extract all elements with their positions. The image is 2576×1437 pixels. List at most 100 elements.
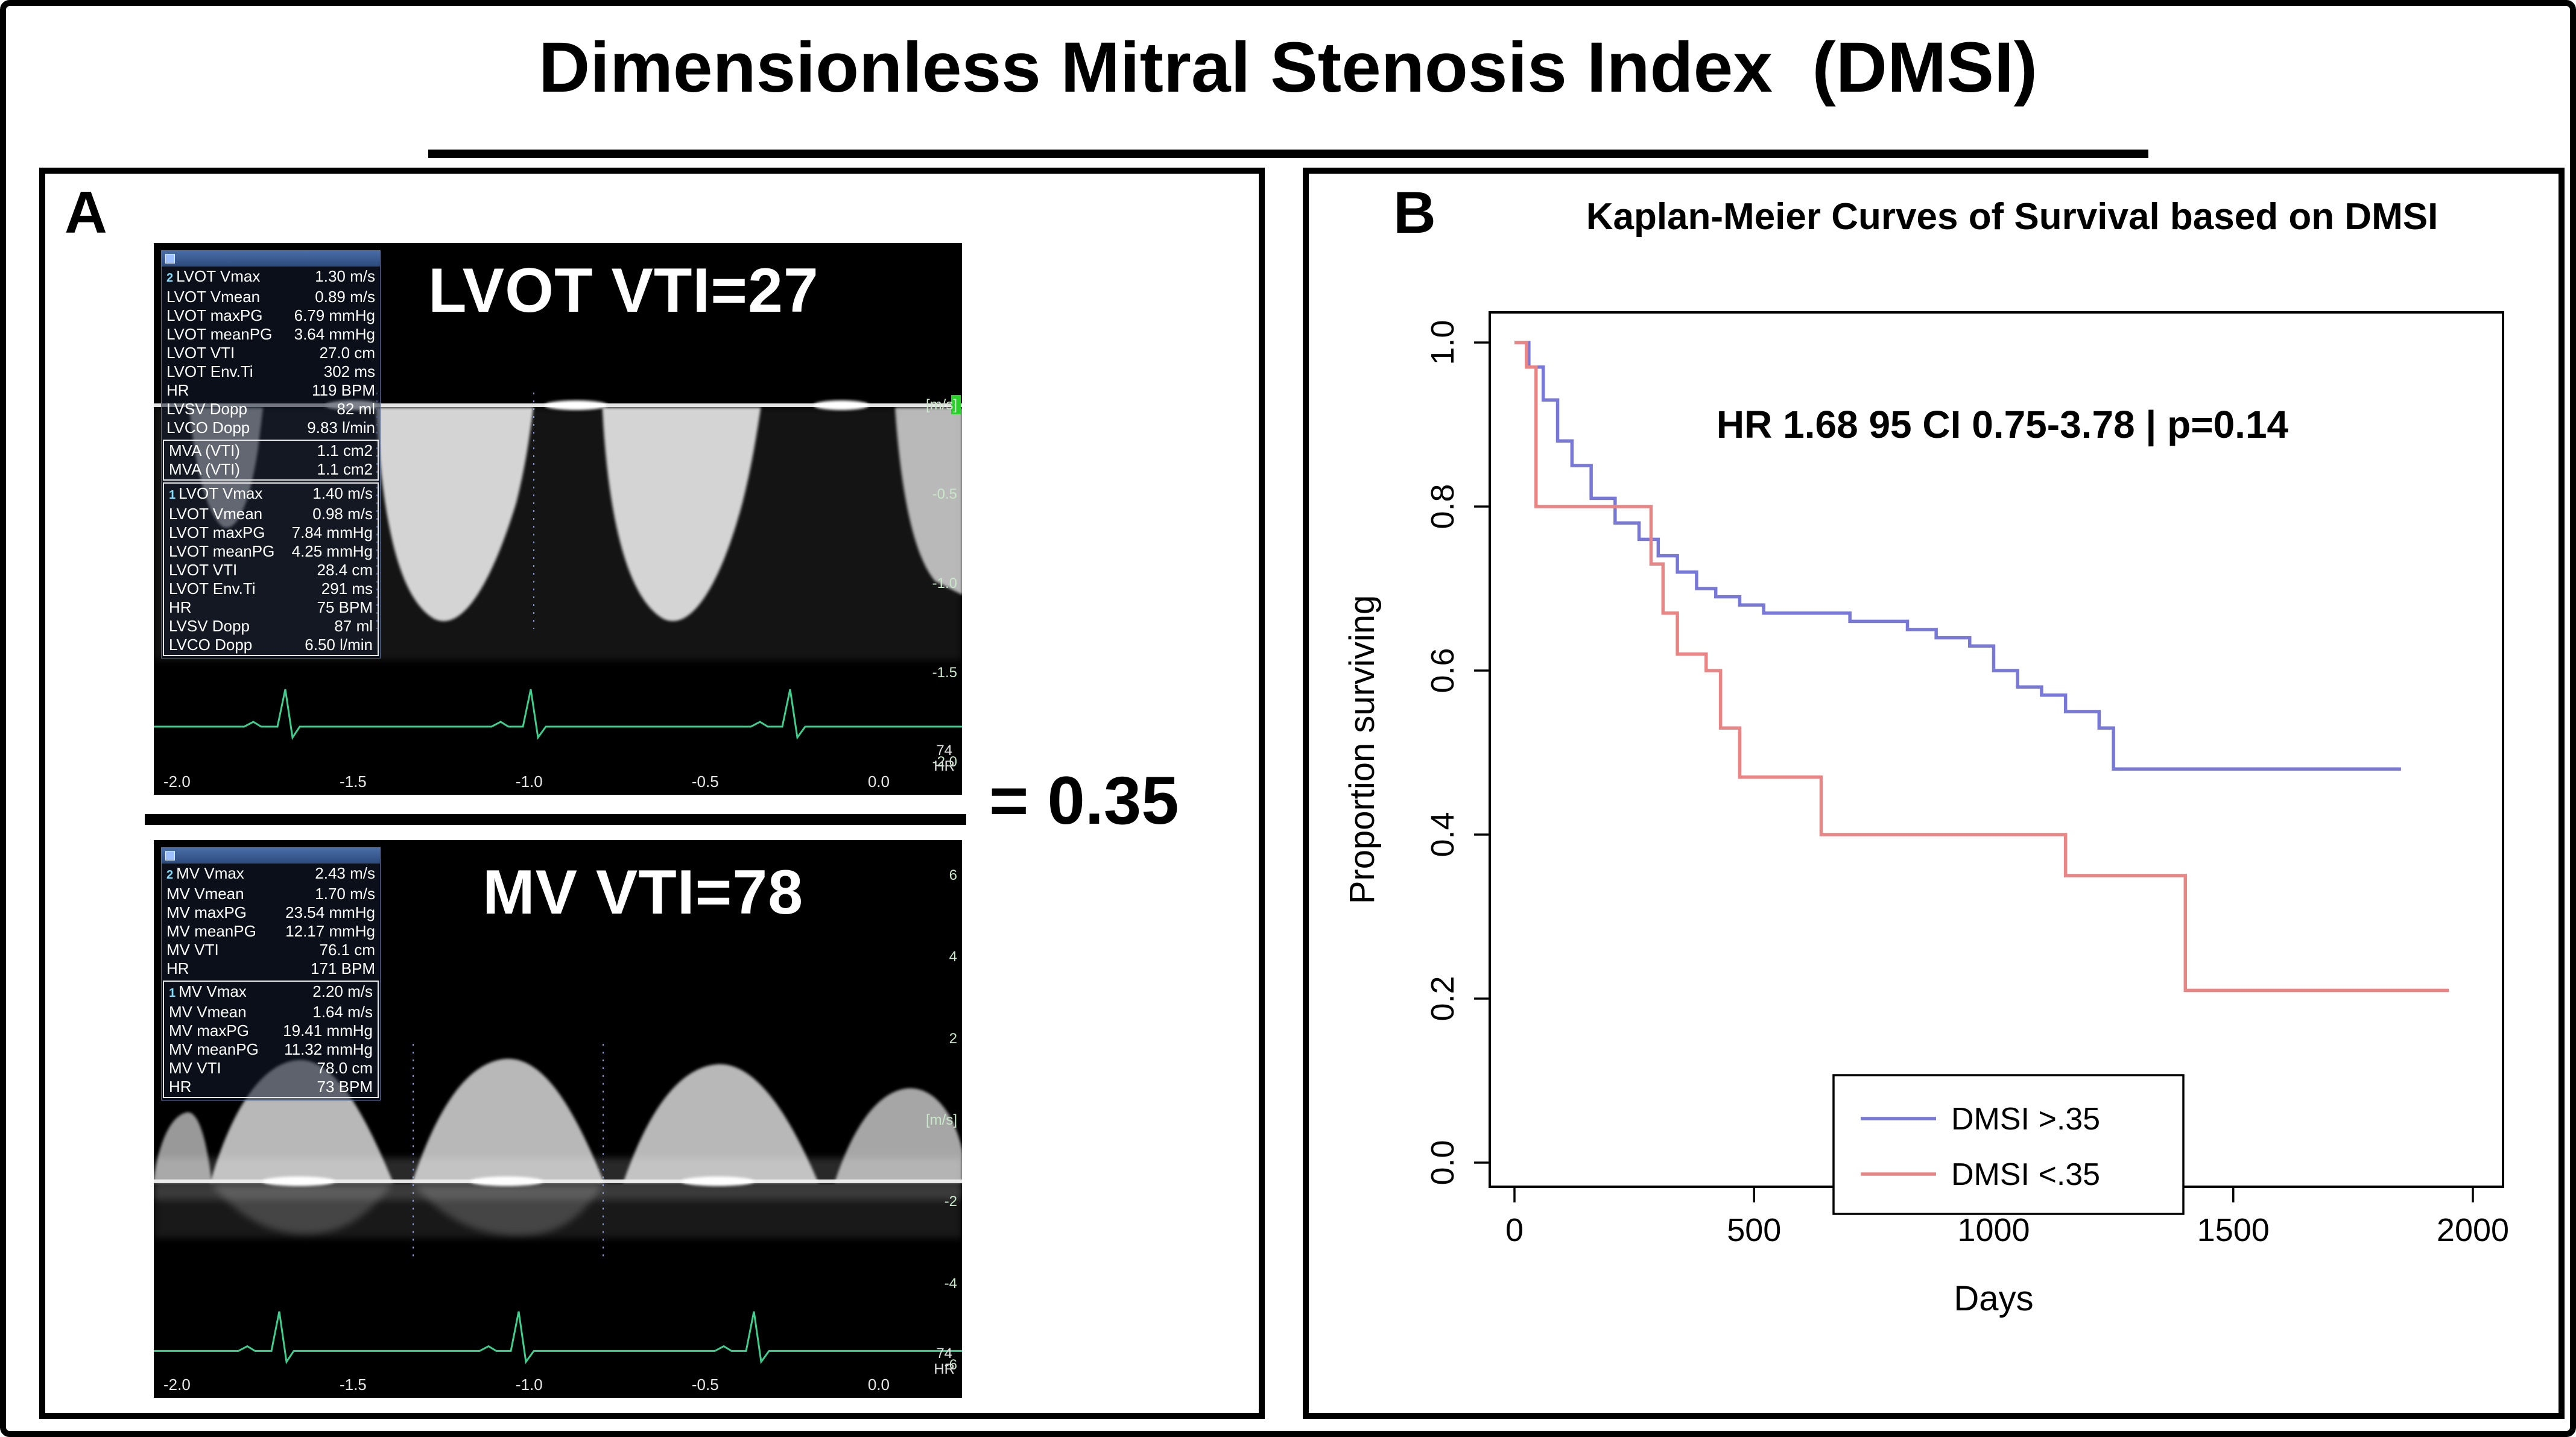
time-axis-tick: 0.0 <box>867 772 890 791</box>
measurement-row: LVCO Dopp 6.50 l/min <box>164 636 378 654</box>
y-tick-label: 0.6 <box>1425 648 1461 693</box>
y-tick-label: 0.2 <box>1425 976 1461 1021</box>
measurement-row: MVA (VTI) 1.1 cm2 <box>164 441 378 460</box>
measurement-value: 6.79 mmHg <box>294 306 375 324</box>
measurement-value: 23.54 mmHg <box>285 903 375 921</box>
measurement-row: LVOT maxPG 7.84 mmHg <box>164 523 378 542</box>
measurement-value: 19.41 mmHg <box>283 1022 373 1040</box>
echo-image-lvot: 2 LVOT Vmax 1.30 m/s LVOT Vmean 0.89 m/s LVOT… <box>154 243 962 795</box>
measurement-value: 11.32 mmHg <box>284 1040 373 1058</box>
panel-a-label: A <box>65 179 107 245</box>
velocity-scale-tick: -4 <box>944 1275 957 1292</box>
measurement-value: 27.0 cm <box>319 344 376 362</box>
table-header-bar <box>162 251 380 267</box>
measurement-row: HR 75 BPM <box>164 598 378 617</box>
time-axis-tick: -2.0 <box>163 772 191 791</box>
measurement-row: MV maxPG 23.54 mmHg <box>162 903 380 922</box>
measurement-value: 1.1 cm2 <box>317 441 373 460</box>
time-axis-tick: -2.0 <box>163 1375 191 1394</box>
figure-title: Dimensionless Mitral Stenosis Index (DMS… <box>538 28 2038 107</box>
measurement-row: LVOT Env.Ti 291 ms <box>164 580 378 598</box>
measurement-label: MV meanPG <box>169 1040 259 1058</box>
measurement-label: 1 MV Vmax <box>169 982 247 1000</box>
measurement-value: 12.17 mmHg <box>285 922 375 940</box>
measurement-label: LVCO Dopp <box>166 418 250 437</box>
measurement-row: HR 119 BPM <box>162 381 380 400</box>
measurement-value: 3.64 mmHg <box>294 325 375 343</box>
x-tick-label: 0 <box>1505 1212 1524 1248</box>
time-axis-tick: -0.5 <box>691 1375 719 1394</box>
table-header-icon <box>165 851 175 861</box>
velocity-scale-tick: [m/s] <box>926 397 957 413</box>
measurement-label: 2 MV Vmax <box>166 864 244 882</box>
measurement-value: 4.25 mmHg <box>291 542 373 560</box>
time-axis-tick: -0.5 <box>691 772 719 791</box>
measurement-value: 1.70 m/s <box>315 885 375 903</box>
measurement-value: 76.1 cm <box>319 941 376 959</box>
heart-rate-unit: HR <box>934 1361 955 1377</box>
measurement-label: MV Vmean <box>169 1003 247 1021</box>
measurement-label: HR <box>169 598 192 616</box>
time-axis-tick: 0.0 <box>867 1375 890 1394</box>
measurement-row: 1 LVOT Vmax 1.40 m/s <box>164 484 378 505</box>
heart-rate-readout: 74 HR <box>934 743 955 774</box>
measurement-value: 2.43 m/s <box>315 864 375 882</box>
measurement-label: LVOT Vmean <box>169 505 263 523</box>
measurement-value: 1.64 m/s <box>312 1003 373 1021</box>
time-axis: -2.0 -1.5 -1.0 -0.5 0.0 <box>163 772 890 791</box>
measurement-row: LVSV Dopp 87 ml <box>164 617 378 636</box>
velocity-scale-tick: -2.0 <box>932 754 957 770</box>
measurement-value: 78.0 cm <box>317 1059 373 1077</box>
measurement-label: MV VTI <box>166 941 219 959</box>
measurement-row: LVOT Env.Ti 302 ms <box>162 362 380 381</box>
measurement-row: LVOT VTI 28.4 cm <box>164 561 378 580</box>
measurement-group: MVA (VTI) 1.1 cm2 MVA (VTI) 1.1 cm2 <box>163 440 379 481</box>
y-tick-label: 0.0 <box>1425 1140 1461 1185</box>
heart-rate-unit: HR <box>934 758 955 774</box>
title-underline <box>428 150 2148 158</box>
ecg-trace <box>154 689 962 741</box>
ecg-trace <box>154 1311 962 1365</box>
measurement-row: LVSV Dopp 82 ml <box>162 400 380 418</box>
velocity-scale-tick: [m/s] <box>926 1111 957 1128</box>
measurement-value: 75 BPM <box>317 598 373 616</box>
velocity-scale: 6 4 2 [m/s] -2 -4 -6 <box>926 867 957 1374</box>
measurement-label: MV meanPG <box>166 922 256 940</box>
measurement-row: MV Vmean 1.64 m/s <box>164 1003 378 1022</box>
y-tick-label: 1.0 <box>1425 320 1461 365</box>
dmsi-ratio-value: = 0.35 <box>989 763 1179 838</box>
panel-b: B Kaplan-Meier Curves of Survival based … <box>1303 168 2565 1419</box>
measurement-value: 28.4 cm <box>317 561 373 579</box>
measurement-label: LVOT VTI <box>166 344 235 362</box>
km-chart: 0.0 0.2 0.4 0.6 0.8 1.0 0 500 1000 1500 2000 Days Pr… <box>1339 270 2545 1404</box>
measurement-label: LVSV Dopp <box>166 400 247 418</box>
measurement-row: LVOT Vmean 0.89 m/s <box>162 288 380 306</box>
heart-rate-value: 74 <box>936 1345 953 1362</box>
measurement-label: LVOT maxPG <box>166 306 263 324</box>
velocity-scale-tick: 4 <box>949 949 957 965</box>
measurement-label: HR <box>166 381 189 399</box>
measurement-value: 6.50 l/min <box>305 636 373 654</box>
measurement-row: LVOT Vmean 0.98 m/s <box>164 505 378 523</box>
measurement-group: 1 MV Vmax 2.20 m/s MV Vmean 1.64 m/s MV maxPG… <box>163 981 379 1098</box>
velocity-scale-tick: -2 <box>944 1193 957 1210</box>
measurement-label: MV maxPG <box>169 1022 249 1040</box>
velocity-scale: [m/s] -0.5 -1.0 -1.5 -2.0 <box>926 397 957 771</box>
x-axis-label: Days <box>1954 1279 2033 1318</box>
measurement-label: MVA (VTI) <box>169 460 240 478</box>
measurement-row: HR 73 BPM <box>164 1078 378 1096</box>
measurement-value: 7.84 mmHg <box>291 523 373 542</box>
measurement-row: 2 LVOT Vmax 1.30 m/s <box>162 267 380 288</box>
measurement-label: HR <box>166 959 189 977</box>
measurement-label: MV Vmean <box>166 885 244 903</box>
measurement-row: MV meanPG 12.17 mmHg <box>162 922 380 941</box>
legend-label: DMSI <.35 <box>1951 1157 2100 1192</box>
y-axis-label: Proportion surviving <box>1343 595 1382 905</box>
velocity-scale-tick: 6 <box>949 867 957 883</box>
time-axis-tick: -1.0 <box>515 772 543 791</box>
measurement-value: 119 BPM <box>311 381 375 399</box>
legend-box <box>1832 1074 2185 1215</box>
measurement-label: LVOT Vmean <box>166 288 261 306</box>
measurement-value: 0.89 m/s <box>315 288 375 306</box>
